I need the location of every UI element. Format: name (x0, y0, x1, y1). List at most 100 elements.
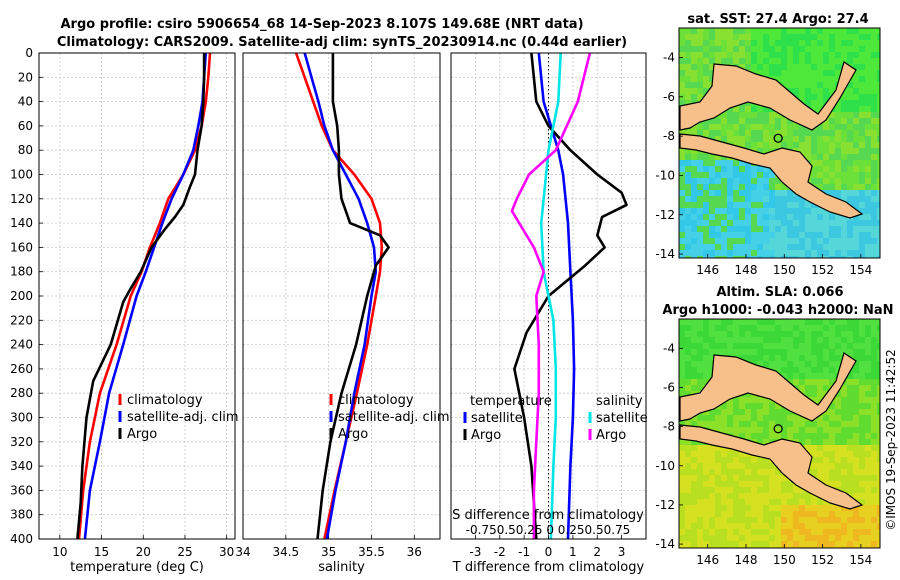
map-y-tick-label: -12 (655, 208, 675, 222)
y-tick-label: 380 (10, 508, 33, 522)
y-tick-label: 140 (10, 216, 33, 230)
map-y-tick-label: -10 (655, 459, 675, 473)
x-tick-label: 3 (618, 545, 626, 559)
y-tick-label: 300 (10, 411, 33, 425)
map-y-tick-label: -14 (655, 537, 675, 551)
y-tick-label: 220 (10, 313, 33, 327)
coastline (679, 61, 857, 131)
imos-watermark: ©IMOS 19-Sep-2023 11:42:52 (884, 349, 898, 531)
y-tick-label: 280 (10, 386, 33, 400)
map-y-tick-label: -4 (663, 341, 675, 355)
s-tick-labels: -0.750.50.25 0 0.250.50.75 (466, 523, 631, 537)
map-y-tick-label: -6 (663, 90, 675, 104)
title-line-2: Climatology: CARS2009. Satellite-adj cli… (57, 35, 627, 50)
legend-label: Argo (471, 428, 501, 443)
y-tick-label: 120 (10, 192, 33, 206)
series-line-satellite-adj-clim (83, 52, 208, 540)
y-tick-label: 360 (10, 483, 33, 497)
map-x-tick-label: 148 (735, 263, 758, 277)
legend-header-temperature: temperature (470, 394, 552, 409)
y-tick-label: 180 (10, 265, 33, 279)
sla-map-panel: 146 148 150 152 154 -4 -6 -8 -10 -12 -14 (655, 318, 881, 567)
map-field (679, 28, 880, 258)
y-tick-label: 100 (10, 168, 33, 182)
x-tick-label: 2 (593, 545, 601, 559)
x-tick-label: 0 (545, 545, 553, 559)
y-tick-label: 260 (10, 362, 33, 376)
x-axis-label: temperature (deg C) (70, 560, 204, 575)
x-tick-label: 20 (136, 545, 151, 559)
x-tick-label: 34.5 (272, 545, 299, 559)
legend-label: climatology (338, 393, 414, 408)
x-tick-label: -3 (469, 545, 481, 559)
map-frame (678, 318, 881, 549)
sst-map-title: sat. SST: 27.4 Argo: 27.4 (687, 12, 868, 27)
map-x-tick-label: 146 (696, 553, 719, 567)
title-line-1: Argo profile: csiro 5906654_68 14-Sep-20… (60, 17, 583, 32)
legend-label: satellite (471, 411, 523, 426)
legend-header-salinity: salinity (596, 394, 643, 409)
x-tick-label: 35 (321, 545, 336, 559)
map-field (679, 319, 880, 548)
map-y-tick-label: -10 (655, 168, 675, 182)
axes-frame (450, 52, 647, 540)
s-axis-label: S difference from climatology (452, 508, 644, 523)
x-axis-label: T difference from climatology (452, 560, 645, 575)
legend-label: Argo (596, 428, 626, 443)
sla-map-title-2: Argo h1000: -0.043 h2000: NaN (662, 303, 893, 318)
x-tick-label: -1 (518, 545, 530, 559)
y-tick-label: 0 (25, 46, 33, 60)
sst-map-panel: 146 148 150 152 154 -4 -6 -8 -10 -12 -14 (655, 27, 881, 277)
map-y-tick-label: -14 (655, 247, 675, 261)
x-tick-label: 1 (569, 545, 577, 559)
series-line-t-argo (513, 52, 628, 540)
temperature-panel: 0 20 40 60 80 100 120 140 160 180 200 220 240 260 280 3… (10, 46, 239, 575)
legend-label: climatology (127, 393, 203, 408)
series-line-satellite-adj-clim (303, 52, 378, 540)
y-tick-label: 200 (10, 289, 33, 303)
legend-label: satellite-adj. clim (127, 410, 239, 425)
land-mass (679, 352, 864, 510)
sla-map-title-1: Altim. SLA: 0.066 (717, 285, 844, 300)
x-tick-label: -2 (494, 545, 506, 559)
x-tick-label: 30 (219, 545, 234, 559)
map-x-tick-label: 150 (773, 263, 796, 277)
x-tick-label: 15 (94, 545, 109, 559)
map-y-tick-label: -8 (663, 420, 675, 434)
x-tick-label: 34 (235, 545, 250, 559)
map-y-tick-label: -12 (655, 498, 675, 512)
map-x-tick-label: 150 (773, 553, 796, 567)
legend-label: satellite (596, 411, 648, 426)
legend-label: Argo (338, 427, 368, 442)
legend-label: satellite-adj. clim (338, 410, 450, 425)
difference-panel: -3 -2 -1 0 1 2 3T difference from climatology t… (450, 52, 648, 575)
axes-frame (38, 52, 236, 540)
map-x-tick-label: 154 (849, 263, 872, 277)
y-tick-label: 20 (18, 70, 33, 84)
salinity-panel: 34 34.5 35 35.5 36 salinity climatology satelli… (235, 52, 450, 575)
y-tick-label: 60 (18, 119, 33, 133)
coastline (679, 424, 864, 510)
y-tick-label: 80 (18, 143, 33, 157)
coastline (679, 352, 857, 422)
x-tick-label: 36 (407, 545, 422, 559)
y-tick-label: 320 (10, 435, 33, 449)
x-axis-label: salinity (318, 560, 365, 575)
argo-location-marker (773, 424, 783, 434)
y-tick-label: 40 (18, 95, 33, 109)
map-frame (678, 27, 881, 259)
x-tick-label: 10 (52, 545, 67, 559)
series-line-s-argo (510, 52, 592, 539)
argo-location-marker (773, 133, 783, 143)
coastline (679, 133, 864, 219)
map-x-tick-label: 152 (811, 553, 834, 567)
x-tick-label: 35.5 (358, 545, 385, 559)
land-mass (679, 61, 864, 219)
y-tick-label: 160 (10, 240, 33, 254)
map-x-tick-label: 146 (696, 263, 719, 277)
y-tick-label: 400 (10, 532, 33, 546)
legend-label: Argo (127, 427, 157, 442)
series-line-argo (76, 53, 206, 540)
map-x-tick-label: 152 (811, 263, 834, 277)
